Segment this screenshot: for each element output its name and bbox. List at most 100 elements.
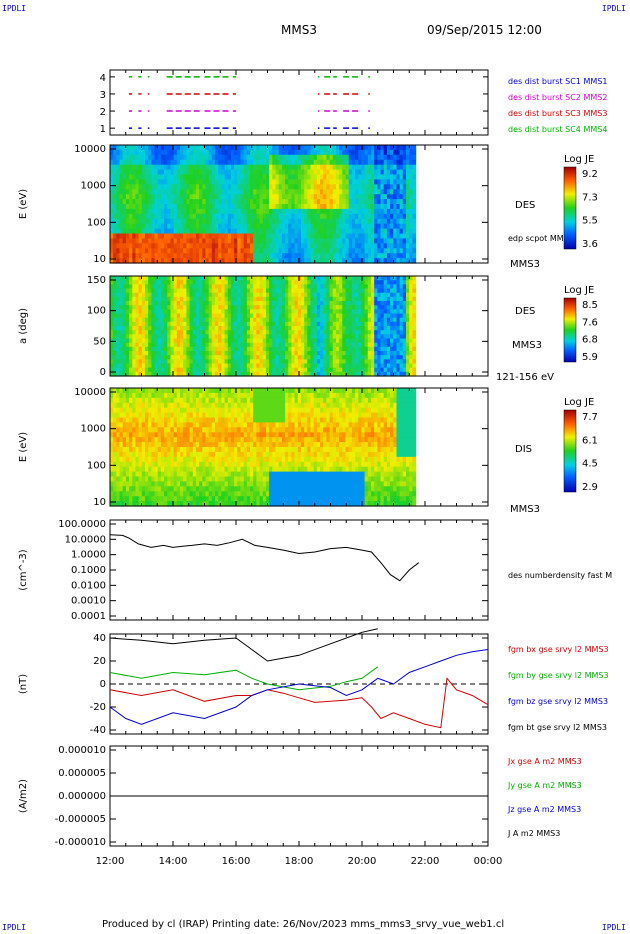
heat-cell bbox=[224, 159, 229, 166]
heat-cell bbox=[138, 326, 143, 331]
heat-cell bbox=[323, 338, 327, 344]
heat-cell bbox=[221, 371, 226, 377]
heat-cell bbox=[234, 346, 238, 352]
heat-cell bbox=[180, 305, 184, 310]
heat-cell bbox=[167, 326, 172, 331]
heat-cell bbox=[291, 253, 296, 259]
heat-cell bbox=[116, 321, 121, 327]
heat-cell bbox=[269, 367, 273, 373]
heat-cell bbox=[125, 288, 130, 294]
heat-cell bbox=[355, 351, 359, 356]
heat-cell bbox=[364, 351, 369, 356]
heat-cell bbox=[396, 159, 401, 166]
heat-cell bbox=[285, 149, 289, 156]
heat-cell bbox=[138, 238, 143, 244]
heat-cell bbox=[125, 367, 130, 373]
heat-cell bbox=[221, 253, 226, 259]
heat-cell bbox=[275, 149, 280, 156]
heat-cell bbox=[259, 213, 264, 220]
heat-cell bbox=[253, 371, 257, 377]
heat-cell bbox=[278, 309, 283, 315]
heat-cell bbox=[173, 334, 178, 340]
heat-cell bbox=[141, 486, 146, 492]
heat-cell bbox=[285, 184, 289, 190]
heat-cell bbox=[135, 481, 140, 487]
heat-cell bbox=[119, 309, 124, 315]
heat-cell bbox=[374, 149, 378, 156]
heat-cell bbox=[132, 301, 137, 306]
heat-cell bbox=[332, 184, 337, 190]
heat-cell bbox=[250, 218, 254, 225]
heat-cell bbox=[135, 359, 140, 365]
heat-cell bbox=[259, 301, 264, 306]
heat-cell bbox=[215, 284, 219, 290]
heat-cell bbox=[380, 208, 385, 215]
heat-cell bbox=[170, 189, 175, 195]
heat-cell bbox=[297, 258, 302, 264]
heat-cell bbox=[310, 258, 315, 264]
heat-cell bbox=[132, 334, 137, 340]
heat-cell bbox=[208, 169, 213, 176]
heat-cell bbox=[386, 338, 391, 344]
heat-cell bbox=[342, 313, 347, 319]
heat-cell bbox=[202, 174, 207, 180]
heat-cell bbox=[367, 280, 372, 285]
heat-cell bbox=[377, 184, 382, 190]
heat-cell bbox=[125, 179, 130, 185]
heat-cell bbox=[164, 313, 168, 319]
heat-cell bbox=[412, 351, 417, 356]
heat-cell bbox=[189, 179, 194, 185]
heat-cell bbox=[304, 346, 308, 352]
heat-cell bbox=[278, 321, 283, 327]
heat-cell bbox=[237, 321, 242, 327]
heat-cell bbox=[145, 359, 149, 365]
heat-cell bbox=[119, 371, 124, 377]
heat-cell bbox=[119, 280, 124, 285]
heat-cell bbox=[208, 330, 213, 335]
heat-cell bbox=[355, 309, 359, 315]
heat-cell bbox=[402, 317, 407, 323]
heat-cell bbox=[253, 199, 257, 205]
heat-cell bbox=[367, 301, 372, 306]
heat-cell bbox=[355, 313, 359, 319]
heat-cell bbox=[396, 280, 401, 285]
heat-cell bbox=[253, 305, 257, 310]
heat-cell bbox=[240, 223, 245, 230]
heat-cell bbox=[122, 367, 127, 373]
heat-cell bbox=[412, 334, 417, 340]
heat-cell bbox=[266, 184, 270, 190]
heat-cell bbox=[393, 305, 398, 310]
heat-cell bbox=[374, 253, 378, 259]
heat-cell bbox=[358, 367, 363, 373]
heat-cell bbox=[253, 184, 257, 190]
heat-cell bbox=[186, 301, 191, 306]
heat-cell bbox=[278, 288, 283, 294]
heat-cell bbox=[320, 199, 324, 205]
heat-cell bbox=[186, 346, 191, 352]
heat-cell bbox=[151, 367, 156, 373]
heat-cell bbox=[243, 145, 248, 151]
heat-cell bbox=[386, 284, 391, 290]
heat-cell bbox=[135, 501, 140, 507]
heat-cell bbox=[342, 326, 347, 331]
heat-cell bbox=[173, 243, 178, 249]
heat-cell bbox=[342, 223, 347, 230]
heat-cell bbox=[256, 355, 261, 360]
heat-cell bbox=[141, 213, 146, 220]
heat-cell bbox=[259, 326, 264, 331]
heat-cell bbox=[342, 243, 347, 249]
heat-cell bbox=[310, 346, 315, 352]
heat-cell bbox=[301, 194, 305, 200]
heat-cell bbox=[275, 204, 280, 210]
heat-cell bbox=[202, 338, 207, 344]
heat-cell bbox=[310, 313, 315, 319]
heat-cell bbox=[320, 233, 324, 239]
heat-cell bbox=[205, 355, 210, 360]
burst-panel-frame bbox=[109, 69, 489, 136]
heat-cell bbox=[192, 213, 197, 220]
heat-cell bbox=[110, 321, 114, 327]
heat-cell bbox=[380, 367, 385, 373]
heat-cell bbox=[170, 218, 175, 225]
heat-cell bbox=[132, 346, 137, 352]
heat-cell bbox=[272, 334, 277, 340]
